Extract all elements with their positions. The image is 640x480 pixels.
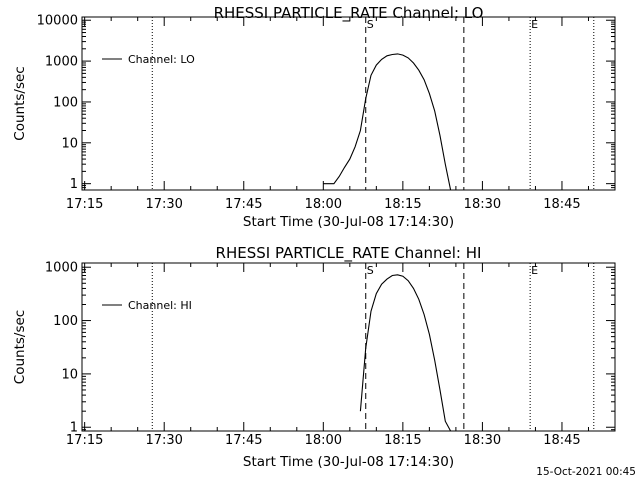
x-tick-label: 18:30 [464,197,501,212]
x-tick-label: 17:45 [225,433,262,448]
panel-2: RHESSI PARTICLE_RATE Channel: HI Counts/s… [12,244,616,470]
x-tick-label: 18:00 [305,433,342,448]
y-tick-label: 10000 [37,14,78,29]
y-tick-label: 1000 [45,55,78,70]
x-tick-label: 18:45 [543,433,580,448]
y-tick-label: 100 [53,314,78,329]
x-axis-label: Start Time (30-Jul-08 17:14:30) [243,214,454,230]
series-line-channel-lo [323,53,452,191]
x-tick-label: 18:45 [543,197,580,212]
y-tick-label: 1000 [45,261,78,276]
y-axis-label: Counts/sec [12,310,28,384]
marker-label: S [367,264,374,277]
x-tick-label: 18:00 [305,197,342,212]
y-axis-label: Counts/sec [12,66,28,140]
x-tick-label: 17:15 [66,433,103,448]
y-tick-label: 100 [53,95,78,110]
y-tick-label: 1 [70,421,78,436]
panel-1: RHESSI PARTICLE_RATE Channel: LO Counts/s… [12,4,616,230]
chart-title: RHESSI PARTICLE_RATE Channel: HI [216,244,482,263]
x-tick-label: 18:15 [384,197,421,212]
x-tick-label: 17:15 [66,197,103,212]
legend-label: Channel: LO [128,53,195,66]
legend-label: Channel: HI [128,299,192,312]
y-tick-label: 1 [70,177,78,192]
x-tick-label: 17:30 [145,433,182,448]
x-tick-label: 18:15 [384,433,421,448]
chart-title: RHESSI PARTICLE_RATE Channel: LO [214,4,484,23]
series-line-channel-hi [359,274,452,432]
footer-timestamp: 15-Oct-2021 00:45 [536,466,636,478]
marker-label: E [531,264,538,277]
x-tick-label: 17:45 [225,197,262,212]
marker-label: E [531,18,538,31]
y-tick-label: 10 [61,136,78,151]
x-axis-label: Start Time (30-Jul-08 17:14:30) [243,454,454,470]
plot-frame [81,16,616,191]
x-tick-label: 17:30 [145,197,182,212]
marker-label: S [367,18,374,31]
x-tick-label: 18:30 [464,433,501,448]
plot-frame [81,262,616,432]
y-tick-label: 10 [61,367,78,382]
